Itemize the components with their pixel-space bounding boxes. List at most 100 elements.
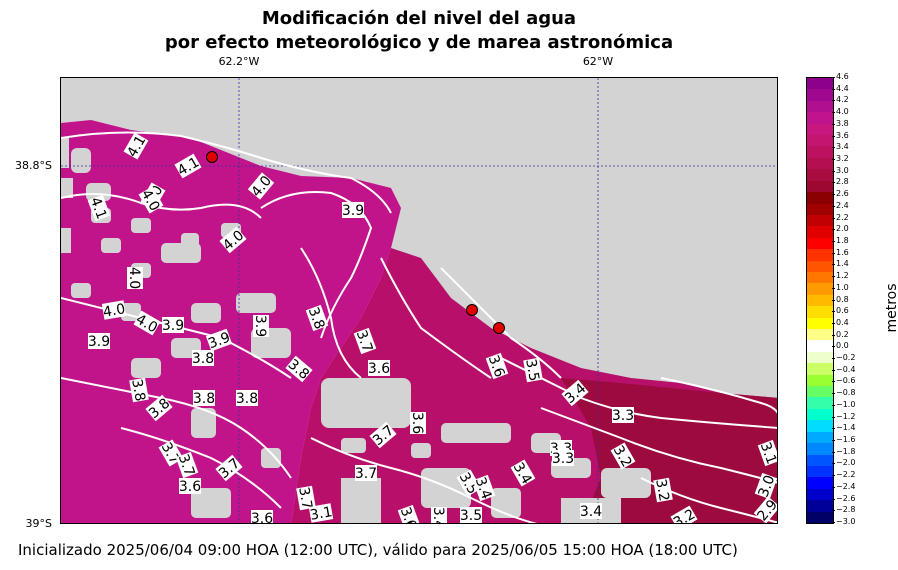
contour-label: 3.6 (179, 478, 201, 495)
colorbar-band (807, 397, 833, 410)
contour-label: 3.8 (236, 390, 258, 407)
colorbar-tick-label: 0.4 (832, 317, 849, 327)
contour-label: 3.0 (754, 472, 778, 500)
colorbar-tick-label: 3.4 (832, 142, 849, 152)
contour-label: 3.9 (342, 202, 364, 219)
colorbar-tick-label: 2.8 (832, 177, 849, 187)
colorbar-band (807, 351, 833, 364)
colorbar-tick-label: −1.0 (831, 399, 856, 409)
contour-label-text: 3.8 (193, 391, 215, 407)
contour-label-text: 3.6 (251, 511, 273, 524)
contour-label: 3.8 (305, 304, 329, 332)
station-marker-1[interactable] (206, 151, 218, 163)
colorbar-band (807, 454, 833, 467)
contour-label: 3.8 (192, 350, 214, 367)
contour-label-text: 3.0 (756, 473, 778, 499)
colorbar-band (807, 214, 833, 227)
contour-label-text: 3.6 (368, 361, 390, 377)
colorbar-tick-label: −0.8 (831, 388, 856, 398)
colorbar-band (807, 112, 833, 125)
colorbar-tick-label: −1.6 (831, 435, 856, 445)
lat-label-39: 39°S (25, 517, 52, 530)
forecast-validity-footer: Inicializado 2025/06/04 09:00 HOA (12:00… (18, 541, 738, 559)
map-panel[interactable]: 4.14.14.04.14.03.94.04.04.04.03.93.94.03… (60, 77, 778, 524)
colorbar-tick-label: −2.2 (831, 470, 856, 480)
contour-label: 3.5 (522, 357, 543, 383)
contour-label: 3.9 (162, 317, 184, 334)
contour-label: 3.9 (205, 328, 233, 353)
contour-label: 3.3 (612, 407, 634, 424)
colorbar-tick-label: −0.2 (831, 353, 856, 363)
colorbar-tick-label: 3.8 (832, 118, 849, 128)
colorbar-band (807, 431, 833, 444)
contour-label: 3.4 (580, 503, 602, 520)
colorbar-band (807, 192, 833, 204)
colorbar-band (807, 408, 833, 421)
contour-label-text: 3.7 (295, 486, 315, 511)
colorbar-band (807, 465, 833, 478)
contour-label-text: 3.2 (652, 478, 672, 503)
contour-label: 3.9 (88, 333, 110, 350)
contour-label-text: 3.3 (552, 451, 574, 467)
colorbar-tick-label: 4.0 (832, 107, 849, 117)
colorbar-band (807, 294, 833, 307)
colorbar-band (807, 169, 833, 182)
contour-label-text: 3.4 (430, 507, 446, 524)
contour-label-text: 3.7 (355, 466, 377, 482)
colorbar-label: metros (884, 283, 898, 333)
colorbar-band (807, 260, 833, 273)
contour-label: 4.1 (87, 194, 111, 222)
colorbar-tick-label: 0.8 (832, 294, 849, 304)
contour-label: 3.6 (251, 510, 273, 524)
contour-label-text: 4.0 (102, 301, 127, 321)
contour-label: 4.0 (101, 300, 127, 321)
contour-label-text: 4.0 (126, 267, 142, 289)
colorbar-tick-label: 1.2 (832, 271, 849, 281)
lat-label-38-8: 38.8°S (15, 159, 52, 172)
contour-label-text: 3.7 (175, 452, 198, 478)
colorbar-tick-label: 3.2 (832, 153, 849, 163)
contour-label-text: 3.9 (342, 203, 364, 219)
contour-label-text: 3.8 (192, 351, 214, 367)
colorbar-tick-label: 2.2 (832, 212, 849, 222)
colorbar-tick-label: 1.6 (832, 247, 849, 257)
map-canvas: 4.14.14.04.14.03.94.04.04.04.03.93.94.03… (61, 78, 778, 524)
colorbar-tick-label: −0.6 (831, 376, 856, 386)
contour-label: 3.5 (460, 507, 482, 524)
colorbar-band (807, 500, 833, 513)
contour-label: 3.2 (652, 477, 673, 503)
station-marker-3[interactable] (493, 322, 505, 334)
contour-label-text: 3.9 (206, 330, 232, 353)
contour-label: 3.6 (485, 352, 509, 380)
contour-label-text: 3.3 (612, 408, 634, 424)
colorbar-tick-label: −1.4 (831, 423, 856, 433)
colorbar-band (807, 340, 833, 353)
colorbar-tick-label: −1.2 (831, 411, 856, 421)
colorbar-tick-label: 2.6 (832, 189, 849, 199)
contour-label-text: 3.5 (460, 508, 482, 524)
colorbar-band (807, 488, 833, 501)
contour-label: 3.4 (472, 474, 496, 502)
map-title-line1: Modificación del nivel del agua (261, 8, 577, 29)
colorbar-band (807, 249, 833, 262)
colorbar-band (807, 89, 833, 102)
contour-label: 3.7 (353, 327, 377, 355)
contour-label: 3.1 (308, 503, 334, 523)
contour-label: 3.6 (397, 504, 421, 523)
colorbar-band (807, 374, 833, 387)
colorbar-band (807, 226, 833, 239)
contour-label-text: 3.4 (580, 504, 602, 520)
colorbar-tick-label: 2.0 (832, 224, 849, 234)
colorbar-band (807, 78, 833, 90)
contour-label: 3.9 (252, 315, 269, 337)
contour-label: 3.6 (368, 360, 390, 377)
contour-label: 3.7 (295, 485, 316, 511)
colorbar-tick-label: 2.4 (832, 200, 849, 210)
contour-label: 4.0 (126, 267, 143, 289)
colorbar-band (807, 180, 833, 193)
colorbar-tick-label: −2.8 (831, 505, 856, 515)
contour-label-text: 3.9 (162, 318, 184, 334)
contour-label: 3.7 (175, 451, 199, 479)
station-marker-2[interactable] (466, 304, 478, 316)
colorbar-tick-label: 0.0 (832, 341, 849, 351)
